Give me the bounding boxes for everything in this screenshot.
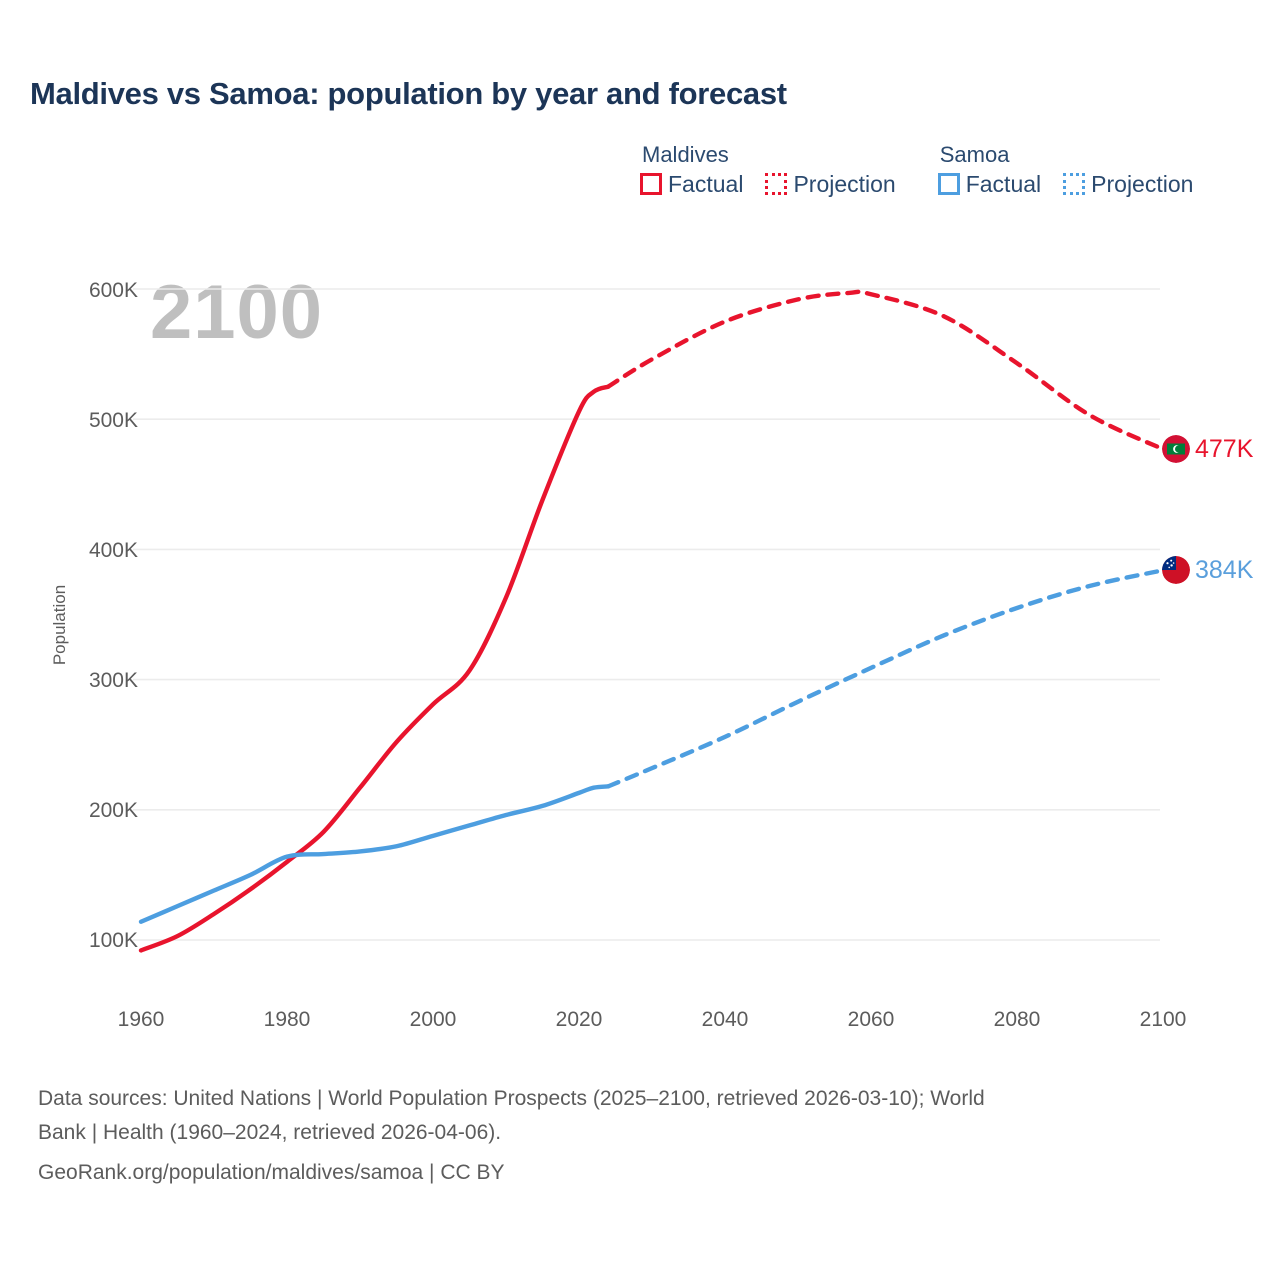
samoa-flag-icon: [1162, 556, 1190, 584]
legend-items-maldives: Factual Projection: [640, 172, 896, 196]
legend-swatch-solid-icon: [640, 173, 662, 195]
series-line-projection-samoa: [606, 568, 1166, 789]
legend-item-maldives-factual[interactable]: Factual: [640, 172, 743, 196]
y-tick-label: 600K: [88, 279, 138, 302]
y-tick-label: 400K: [88, 539, 138, 562]
legend-swatch-dotted-icon: [765, 173, 788, 195]
legend-items-samoa: Factual Projection: [937, 171, 1193, 197]
endpoint-maldives: 477K: [1162, 435, 1253, 463]
x-tick-label: 2100: [1139, 1008, 1187, 1031]
x-tick-label: 1960: [117, 1008, 165, 1031]
series-line-projection-maldives: [606, 289, 1166, 452]
x-tick-label: 2020: [555, 1008, 603, 1031]
legend-group-title-samoa: Samoa: [939, 142, 1010, 167]
footer-line-3[interactable]: GeoRank.org/population/maldives/samoa | …: [38, 1161, 505, 1184]
chart-legend: Maldives Factual Projection Samoa Factua…: [640, 142, 1193, 196]
legend-group-title-maldives: Maldives: [642, 142, 729, 167]
series-line-factual-samoa: [138, 784, 611, 924]
y-tick-label: 200K: [88, 799, 138, 822]
legend-group-maldives: Maldives Factual Projection: [640, 142, 896, 196]
x-tick-label: 1980: [263, 1008, 311, 1031]
y-tick-label: 300K: [88, 669, 138, 692]
x-tick-label: 2000: [409, 1008, 457, 1031]
legend-item-maldives-projection[interactable]: Projection: [765, 171, 896, 197]
legend-item-samoa-projection[interactable]: Projection: [1063, 172, 1193, 196]
y-tick-label: 500K: [88, 409, 138, 432]
chart-canvas: [133, 288, 1166, 953]
legend-swatch-dotted-icon: [1063, 173, 1086, 195]
legend-item-label: Factual: [668, 171, 744, 197]
endpoint-value-samoa: 384K: [1195, 555, 1254, 584]
x-tick-label: 2080: [993, 1008, 1041, 1031]
legend-item-label: Factual: [965, 171, 1042, 197]
x-tick-label: 2060: [847, 1008, 895, 1031]
footer-line-2: Bank | Health (1960–2024, retrieved 2026…: [38, 1121, 502, 1144]
legend-item-label: Projection: [1091, 171, 1194, 197]
endpoint-value-maldives: 477K: [1195, 434, 1254, 463]
gridlines: [133, 288, 1160, 941]
legend-group-samoa: Samoa Factual Projection: [937, 142, 1193, 197]
legend-swatch-solid-icon: [937, 173, 960, 195]
series-line-factual-maldives: [138, 384, 611, 953]
y-tick-label: 100K: [88, 929, 138, 952]
footer-line-1: Data sources: United Nations | World Pop…: [38, 1087, 985, 1110]
maldives-flag-icon: [1162, 435, 1190, 463]
series-lines: [138, 289, 1166, 953]
legend-item-samoa-factual[interactable]: Factual: [937, 171, 1042, 197]
watermark-year: 2100: [150, 270, 324, 355]
x-tick-label: 2040: [701, 1008, 749, 1031]
footer-sources: Data sources: United Nations | World Pop…: [38, 1082, 1238, 1190]
page-title: Maldives vs Samoa: population by year an…: [30, 76, 787, 111]
plot-area: 2100 Population 100K 200K 300K 400K 500K…: [50, 270, 1253, 1032]
endpoint-samoa: 384K: [1162, 556, 1253, 584]
legend-item-label: Projection: [793, 171, 896, 197]
